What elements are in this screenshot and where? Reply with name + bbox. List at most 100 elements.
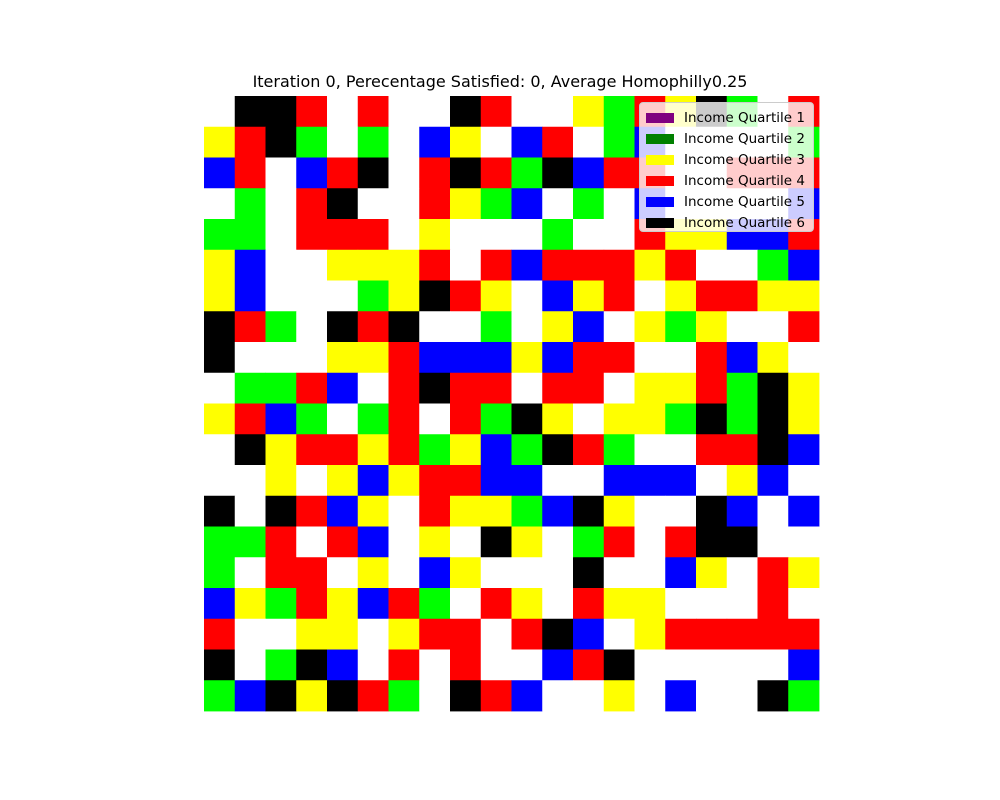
grid-cell-r9-c16 — [696, 372, 728, 404]
grid-cell-r6-c8 — [450, 280, 482, 312]
grid-cell-r13-c11 — [542, 495, 574, 527]
grid-cell-r19-c9 — [480, 680, 512, 712]
grid-cell-r7-c19 — [788, 311, 820, 343]
grid-cell-r18-c2 — [265, 649, 297, 681]
grid-cell-r17-c3 — [296, 618, 328, 650]
grid-cell-r7-c1 — [234, 311, 266, 343]
grid-cell-r3-c4 — [327, 188, 359, 220]
grid-cell-r13-c12 — [573, 495, 605, 527]
grid-cell-r14-c14 — [634, 526, 666, 558]
grid-cell-r10-c3 — [296, 403, 328, 435]
grid-cell-r12-c7 — [419, 465, 451, 497]
grid-cell-r4-c6 — [388, 219, 420, 251]
grid-cell-r1-c0 — [204, 126, 236, 158]
grid-cell-r17-c14 — [634, 618, 666, 650]
grid-cell-r5-c13 — [603, 249, 635, 281]
grid-cell-r16-c15 — [665, 588, 697, 620]
grid-cell-r6-c18 — [757, 280, 789, 312]
grid-cell-r9-c6 — [388, 372, 420, 404]
grid-cell-r19-c16 — [696, 680, 728, 712]
grid-cell-r14-c3 — [296, 526, 328, 558]
grid-cell-r8-c6 — [388, 342, 420, 374]
grid-cell-r8-c7 — [419, 342, 451, 374]
grid-cell-r12-c13 — [603, 465, 635, 497]
grid-cell-r5-c8 — [450, 249, 482, 281]
legend-swatch-1 — [646, 112, 674, 123]
grid-cell-r2-c5 — [357, 157, 389, 189]
grid-cell-r9-c2 — [265, 372, 297, 404]
grid-cell-r16-c0 — [204, 588, 236, 620]
grid-cell-r1-c1 — [234, 126, 266, 158]
grid-cell-r14-c0 — [204, 526, 236, 558]
grid-cell-r15-c4 — [327, 557, 359, 589]
grid-cell-r4-c5 — [357, 219, 389, 251]
grid-cell-r6-c5 — [357, 280, 389, 312]
grid-cell-r9-c17 — [726, 372, 758, 404]
grid-cell-r6-c16 — [696, 280, 728, 312]
grid-cell-r13-c16 — [696, 495, 728, 527]
grid-cell-r5-c19 — [788, 249, 820, 281]
grid-cell-r11-c13 — [603, 434, 635, 466]
grid-cell-r12-c16 — [696, 465, 728, 497]
grid-cell-r0-c9 — [480, 96, 512, 128]
grid-cell-r15-c16 — [696, 557, 728, 589]
grid-cell-r9-c7 — [419, 372, 451, 404]
grid-cell-r5-c1 — [234, 249, 266, 281]
grid-cell-r18-c19 — [788, 649, 820, 681]
grid-cell-r4-c1 — [234, 219, 266, 251]
grid-cell-r15-c11 — [542, 557, 574, 589]
grid-cell-r11-c3 — [296, 434, 328, 466]
grid-cell-r14-c19 — [788, 526, 820, 558]
grid-cell-r12-c15 — [665, 465, 697, 497]
grid-cell-r10-c13 — [603, 403, 635, 435]
grid-cell-r3-c5 — [357, 188, 389, 220]
grid-cell-r10-c15 — [665, 403, 697, 435]
grid-cell-r11-c11 — [542, 434, 574, 466]
grid-cell-r7-c10 — [511, 311, 543, 343]
grid-cell-r0-c10 — [511, 96, 543, 128]
grid-cell-r17-c0 — [204, 618, 236, 650]
grid-cell-r15-c7 — [419, 557, 451, 589]
grid-cell-r10-c14 — [634, 403, 666, 435]
grid-cell-r4-c3 — [296, 219, 328, 251]
grid-cell-r17-c10 — [511, 618, 543, 650]
grid-cell-r9-c12 — [573, 372, 605, 404]
grid-cell-r7-c16 — [696, 311, 728, 343]
grid-cell-r16-c5 — [357, 588, 389, 620]
grid-cell-r15-c2 — [265, 557, 297, 589]
grid-cell-r8-c8 — [450, 342, 482, 374]
grid-cell-r15-c5 — [357, 557, 389, 589]
grid-cell-r2-c3 — [296, 157, 328, 189]
grid-cell-r18-c16 — [696, 649, 728, 681]
grid-cell-r18-c3 — [296, 649, 328, 681]
grid-cell-r12-c8 — [450, 465, 482, 497]
grid-cell-r17-c17 — [726, 618, 758, 650]
grid-cell-r13-c6 — [388, 495, 420, 527]
grid-cell-r7-c17 — [726, 311, 758, 343]
grid-cell-r9-c18 — [757, 372, 789, 404]
grid-cell-r9-c10 — [511, 372, 543, 404]
grid-cell-r16-c12 — [573, 588, 605, 620]
grid-cell-r12-c17 — [726, 465, 758, 497]
grid-cell-r13-c9 — [480, 495, 512, 527]
grid-cell-r17-c1 — [234, 618, 266, 650]
grid-cell-r19-c17 — [726, 680, 758, 712]
grid-cell-r1-c8 — [450, 126, 482, 158]
grid-cell-r1-c3 — [296, 126, 328, 158]
grid-cell-r9-c1 — [234, 372, 266, 404]
grid-cell-r7-c18 — [757, 311, 789, 343]
grid-cell-r18-c6 — [388, 649, 420, 681]
grid-cell-r11-c8 — [450, 434, 482, 466]
grid-cell-r4-c0 — [204, 219, 236, 251]
grid-cell-r5-c11 — [542, 249, 574, 281]
grid-cell-r15-c3 — [296, 557, 328, 589]
grid-cell-r6-c13 — [603, 280, 635, 312]
grid-cell-r15-c10 — [511, 557, 543, 589]
grid-cell-r8-c9 — [480, 342, 512, 374]
grid-cell-r17-c13 — [603, 618, 635, 650]
grid-cell-r16-c7 — [419, 588, 451, 620]
grid-cell-r17-c2 — [265, 618, 297, 650]
grid-cell-r8-c11 — [542, 342, 574, 374]
